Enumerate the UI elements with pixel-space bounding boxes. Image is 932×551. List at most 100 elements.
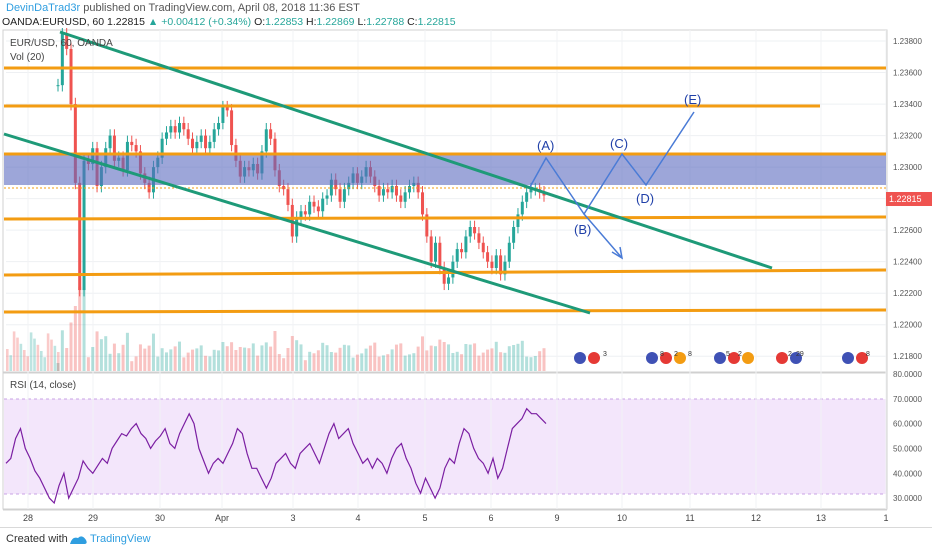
price-badge-bg xyxy=(886,192,932,206)
candle-body xyxy=(208,141,212,149)
channel-upper[interactable] xyxy=(59,30,773,270)
volume-bar xyxy=(464,344,468,371)
event-flag-icon[interactable] xyxy=(790,352,802,364)
rsi-axis[interactable]: 80.0000 70.0000 60.0000 50.0000 40.0000 30.00… xyxy=(893,370,922,503)
time-tick-label: 6 xyxy=(488,513,493,523)
footer: Created with TradingView xyxy=(0,527,932,551)
economic-event-icons[interactable]: 3 8 2 8 5 2 2 29 8 xyxy=(574,351,870,364)
volume-bar xyxy=(143,348,147,371)
volume-bar xyxy=(390,349,394,371)
price-pane[interactable] xyxy=(2,29,888,373)
event-flag-icon[interactable] xyxy=(856,352,868,364)
volume-bar xyxy=(503,352,507,371)
author-link[interactable]: DevinDaTrad3r xyxy=(6,2,81,14)
candle-body xyxy=(286,189,290,205)
volume-bar xyxy=(117,353,121,371)
candle-body xyxy=(56,85,60,87)
wave-labels: (A) (B) (C) (D) (E) xyxy=(537,92,701,237)
wave-arrow[interactable] xyxy=(583,213,623,259)
event-flag-icon[interactable] xyxy=(574,352,586,364)
volume-bar xyxy=(447,344,451,371)
candle-body xyxy=(442,267,446,284)
volume-bar xyxy=(520,340,524,371)
event-flag-icon[interactable] xyxy=(714,352,726,364)
volume-bar xyxy=(212,349,216,371)
event-flag-icon[interactable] xyxy=(842,352,854,364)
volume-bar xyxy=(26,356,29,371)
created-with: Created with xyxy=(6,533,68,545)
volume-bar xyxy=(208,356,212,371)
event-count: 5 xyxy=(726,351,730,358)
volume-bar xyxy=(373,342,377,371)
candle-body xyxy=(394,186,398,196)
volume-bar xyxy=(178,341,181,371)
candle-body xyxy=(130,141,134,146)
volume-bar xyxy=(425,350,429,371)
candle-body xyxy=(221,107,225,123)
tradingview-link[interactable]: TradingView xyxy=(90,533,151,545)
price-badge: 1.22815 xyxy=(889,194,922,204)
volume-bar xyxy=(173,346,177,371)
high-value: 1.22869 xyxy=(316,16,355,28)
channel-lines xyxy=(3,30,773,315)
time-axis[interactable]: 28 29 30 Apr 3 4 5 6 9 10 11 12 13 1 xyxy=(23,513,889,523)
volume-bar xyxy=(442,342,446,371)
volume-bar xyxy=(108,353,112,371)
candle-body xyxy=(186,129,190,139)
candle-body xyxy=(407,186,411,193)
volume-bar xyxy=(507,346,511,371)
time-tick-label: Apr xyxy=(215,513,229,523)
wave-label-d: (D) xyxy=(636,191,654,206)
event-flag-icon[interactable] xyxy=(776,352,788,364)
volume-bar xyxy=(78,286,82,371)
volume-bar xyxy=(364,348,368,371)
event-flag-icon[interactable] xyxy=(588,352,600,364)
rsi-tick-label: 40.0000 xyxy=(893,469,922,478)
volume-bar xyxy=(29,332,33,371)
volume-bar xyxy=(538,351,542,371)
event-flag-icon[interactable] xyxy=(646,352,658,364)
wave-path[interactable] xyxy=(529,111,695,216)
candle-body xyxy=(481,242,485,253)
event-flag-icon[interactable] xyxy=(674,352,686,364)
candle-body xyxy=(329,179,333,196)
volume-bar xyxy=(234,350,238,371)
volume-bar xyxy=(238,347,242,371)
volume-bar xyxy=(65,348,69,371)
event-flag-icon[interactable] xyxy=(660,352,672,364)
time-tick-label: 30 xyxy=(155,513,165,523)
candle-body xyxy=(520,201,524,215)
volume-bar xyxy=(43,357,46,371)
volume-bar xyxy=(23,350,26,371)
level-line-6[interactable] xyxy=(3,308,887,314)
level-line-4[interactable] xyxy=(3,215,887,221)
time-tick-label: 13 xyxy=(816,513,826,523)
candle-body xyxy=(477,233,481,243)
chart-canvas[interactable]: (A) (B) (C) (D) (E) 3 8 2 8 5 2 2 29 8 1… xyxy=(0,28,932,527)
wave-label-c: (C) xyxy=(610,136,628,151)
volume-bar xyxy=(407,354,411,371)
tradingview-logo-icon[interactable] xyxy=(68,532,88,546)
volume-bar xyxy=(355,354,359,371)
volume-bar xyxy=(121,344,125,371)
candle-body xyxy=(342,189,346,202)
volume-bar xyxy=(104,336,108,371)
volume-bar xyxy=(186,352,190,371)
volume-bar xyxy=(399,343,403,371)
volume-bar xyxy=(403,355,407,371)
level-line-5[interactable] xyxy=(3,268,887,277)
volume-bar xyxy=(86,357,90,371)
candle-body xyxy=(494,255,498,268)
volume-bar xyxy=(386,354,390,371)
event-count: 2 xyxy=(788,351,792,358)
event-flag-icon[interactable] xyxy=(742,352,754,364)
volume-bar xyxy=(299,344,303,371)
candle-body xyxy=(178,122,181,133)
volume-bar xyxy=(225,346,229,371)
event-flag-icon[interactable] xyxy=(728,352,740,364)
volume-bar xyxy=(264,342,268,371)
volume-bar xyxy=(204,355,208,371)
volume-bar xyxy=(316,350,320,371)
time-tick-label: 28 xyxy=(23,513,33,523)
channel-lower[interactable] xyxy=(3,132,591,315)
